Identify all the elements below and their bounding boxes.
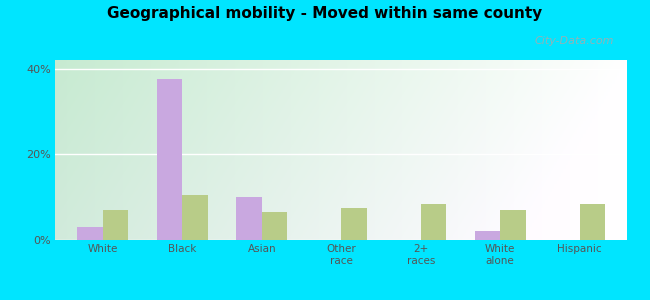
Bar: [580, 204, 605, 240]
Bar: [262, 212, 287, 240]
Bar: [500, 210, 526, 240]
Text: Geographical mobility - Moved within same county: Geographical mobility - Moved within sam…: [107, 6, 543, 21]
Bar: [157, 79, 183, 240]
Bar: [103, 210, 128, 240]
Bar: [77, 227, 103, 240]
Text: City-Data.com: City-Data.com: [535, 36, 614, 46]
Bar: [421, 204, 446, 240]
Bar: [341, 208, 367, 240]
Bar: [474, 231, 500, 240]
Bar: [237, 197, 262, 240]
Bar: [183, 195, 208, 240]
